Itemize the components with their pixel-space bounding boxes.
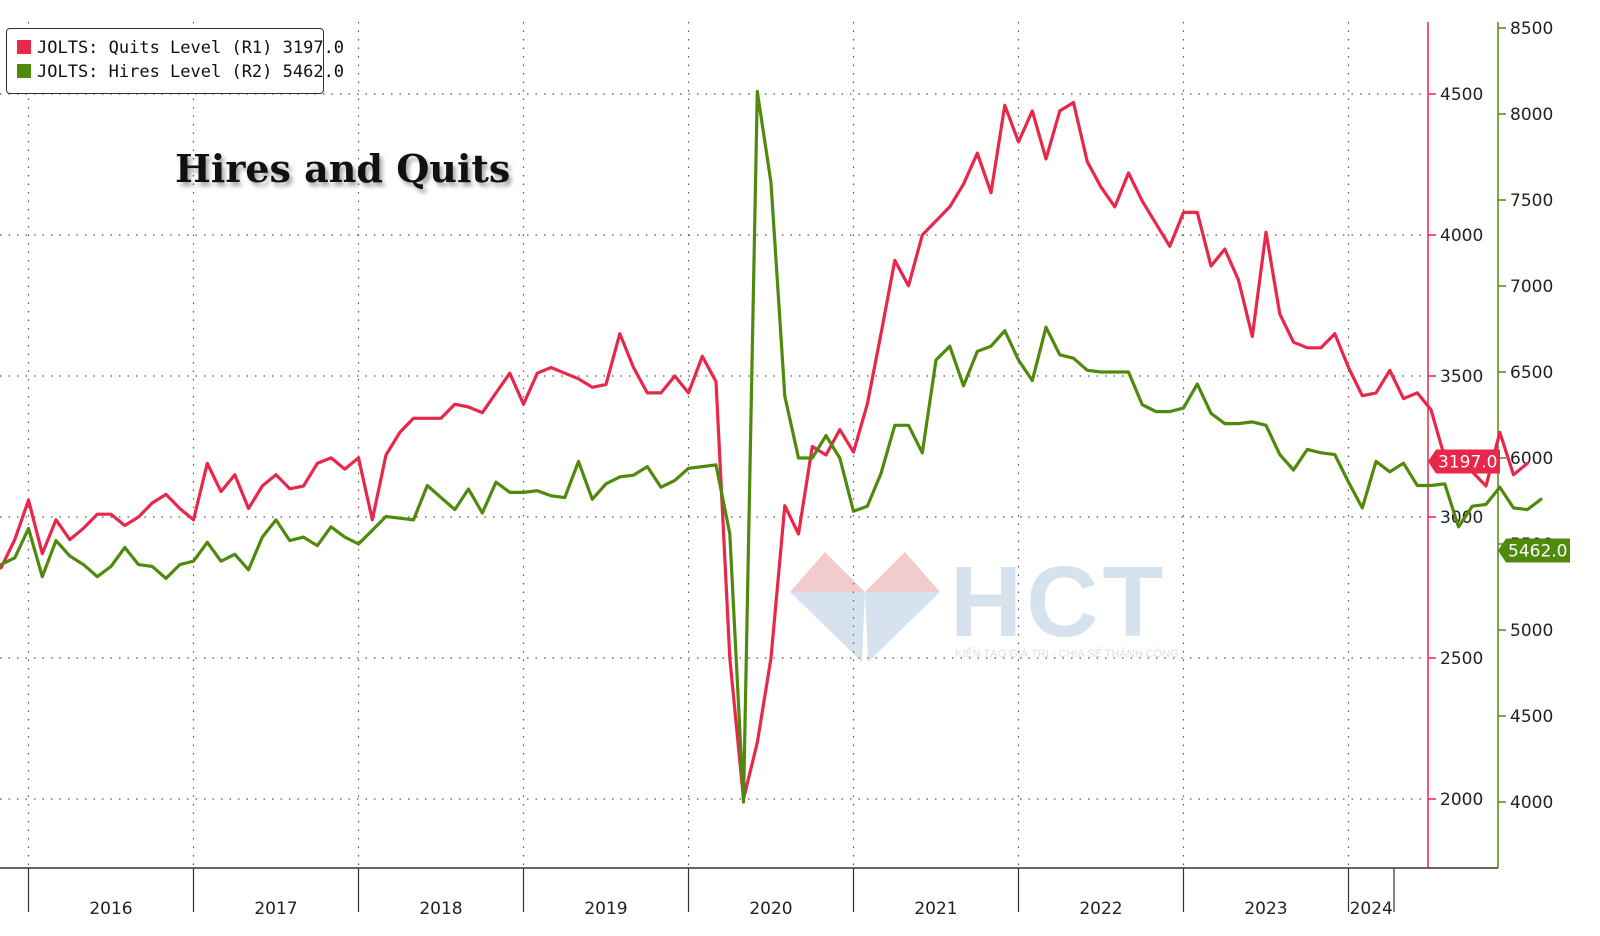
hires-last-value-tag: 5462.0 bbox=[1498, 538, 1570, 563]
quits-last-value-tag: 3197.0 bbox=[1428, 449, 1500, 474]
x-tick-label: 2020 bbox=[749, 899, 792, 919]
r1-tick-label: 3500 bbox=[1440, 367, 1483, 387]
quits-line bbox=[0, 100, 1529, 801]
x-tick-label: 2023 bbox=[1244, 899, 1287, 919]
r2-tick-label: 7000 bbox=[1510, 277, 1553, 297]
r1-tick-label: 4500 bbox=[1440, 85, 1483, 105]
hct-logo-icon bbox=[790, 552, 940, 662]
hires-line bbox=[0, 89, 1543, 804]
legend-label-quits: JOLTS: Quits Level (R1) 3197.0 bbox=[37, 38, 345, 58]
legend-item-hires: JOLTS: Hires Level (R2) 5462.0 bbox=[17, 61, 344, 83]
r2-tick-label: 4000 bbox=[1510, 793, 1553, 813]
last-value-tag-bg bbox=[1428, 449, 1500, 474]
series-layer bbox=[0, 89, 1543, 804]
last-value-labels: 3197.0 5462.0 bbox=[1428, 449, 1570, 563]
x-tick-label: 2022 bbox=[1079, 899, 1122, 919]
r2-tick-label: 5000 bbox=[1510, 621, 1553, 641]
grid bbox=[0, 22, 1428, 868]
r2-tick-label: 7500 bbox=[1510, 191, 1553, 211]
x-tick-label: 2016 bbox=[89, 899, 132, 919]
legend-label-hires: JOLTS: Hires Level (R2) 5462.0 bbox=[37, 62, 345, 82]
x-tick-label: 2021 bbox=[914, 899, 957, 919]
r1-tick-label: 2000 bbox=[1440, 790, 1483, 810]
last-value-label: 5462.0 bbox=[1508, 542, 1567, 562]
chart-title: Hires and Quits bbox=[175, 146, 511, 191]
last-value-tag-bg bbox=[1498, 538, 1570, 563]
chart-legend: JOLTS: Quits Level (R1) 3197.0 JOLTS: Hi… bbox=[6, 28, 344, 94]
x-tick-label: 2017 bbox=[254, 899, 297, 919]
r2-tick-label: 6500 bbox=[1510, 363, 1553, 383]
r1-tick-label: 4000 bbox=[1440, 226, 1483, 246]
watermark-tagline: KIẾN TẠO GIÁ TRỊ - CHIA SẺ THÀNH CÔNG bbox=[955, 648, 1179, 660]
r2-tick-label: 6000 bbox=[1510, 449, 1553, 469]
legend-swatch-hires bbox=[17, 64, 31, 78]
last-value-label: 3197.0 bbox=[1438, 452, 1497, 472]
r1-tick-label: 3000 bbox=[1440, 508, 1483, 528]
x-tick-label: 2019 bbox=[584, 899, 627, 919]
x-tick-label: 2024 bbox=[1350, 899, 1393, 919]
hct-watermark: HCT KIẾN TẠO GIÁ TRỊ - CHIA SẺ THÀNH CÔN… bbox=[790, 552, 1210, 672]
legend-item-quits: JOLTS: Quits Level (R1) 3197.0 bbox=[17, 37, 344, 59]
legend-swatch-quits bbox=[17, 40, 31, 54]
r1-tick-label: 2500 bbox=[1440, 649, 1483, 669]
r2-tick-label: 8000 bbox=[1510, 105, 1553, 125]
watermark-text: HCT bbox=[950, 546, 1168, 658]
r2-tick-label: 8500 bbox=[1510, 19, 1553, 39]
r2-tick-label: 4500 bbox=[1510, 707, 1553, 727]
x-tick-label: 2018 bbox=[419, 899, 462, 919]
